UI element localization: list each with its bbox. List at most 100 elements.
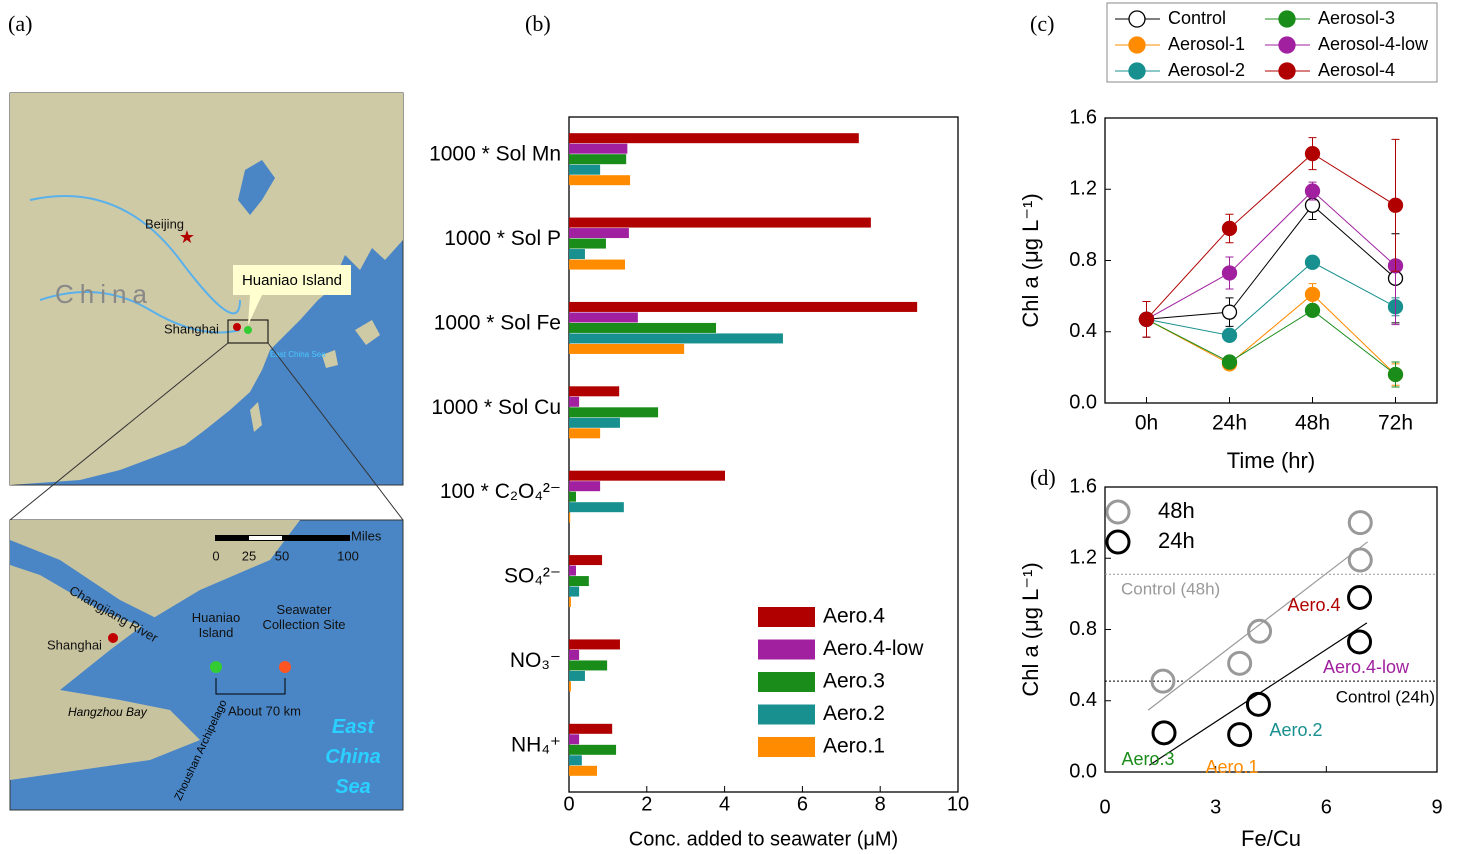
panel-label: (c) bbox=[1030, 11, 1054, 36]
bar bbox=[569, 766, 597, 776]
legend-label: Aerosol-4 bbox=[1318, 60, 1395, 80]
plot-frame bbox=[1105, 118, 1437, 403]
legend-label: Aerosol-1 bbox=[1168, 34, 1245, 54]
bar bbox=[569, 144, 627, 154]
y-tick-label: 0.8 bbox=[1069, 618, 1097, 640]
bar bbox=[569, 333, 783, 343]
legend-swatch bbox=[758, 737, 815, 757]
point bbox=[1223, 355, 1237, 369]
category-label: NH₄⁺ bbox=[511, 733, 561, 756]
fit-line bbox=[1148, 542, 1367, 710]
map-label: 0 bbox=[212, 548, 219, 563]
panel-label: (a) bbox=[8, 11, 32, 36]
bar bbox=[569, 386, 619, 396]
point bbox=[1229, 652, 1251, 674]
legend-marker bbox=[1279, 37, 1295, 53]
legend-label: Aerosol-2 bbox=[1168, 60, 1245, 80]
bar bbox=[569, 133, 859, 143]
legend-marker bbox=[1279, 63, 1295, 79]
legend-label: Aero.4-low bbox=[823, 637, 924, 660]
bar bbox=[569, 555, 602, 565]
point bbox=[1349, 631, 1371, 653]
point-label: Aero.1 bbox=[1205, 757, 1258, 777]
legend-label: 24h bbox=[1158, 528, 1195, 553]
panel-label: (b) bbox=[525, 11, 551, 36]
bar bbox=[569, 650, 579, 660]
page: (a) (b) (c) (d) ★ Beijing China Huaniao … bbox=[0, 0, 1460, 854]
x-axis-label: Time (hr) bbox=[1227, 448, 1315, 473]
legend-label: Aero.2 bbox=[823, 702, 885, 725]
x-tick-label: 0h bbox=[1135, 412, 1158, 435]
bar bbox=[569, 660, 607, 670]
bar bbox=[569, 218, 871, 228]
legend-swatch bbox=[758, 640, 815, 660]
map-label: Seawater Collection Site bbox=[258, 602, 350, 632]
bar bbox=[569, 154, 626, 164]
y-tick-label: 1.6 bbox=[1069, 106, 1097, 128]
y-tick-label: 1.2 bbox=[1069, 178, 1097, 200]
category-label: 100 * C₂O₄²⁻ bbox=[440, 480, 561, 503]
bar bbox=[569, 671, 585, 681]
point bbox=[1223, 266, 1237, 280]
point bbox=[1389, 368, 1403, 382]
x-tick-label: 3 bbox=[1210, 796, 1221, 818]
point bbox=[1140, 312, 1154, 326]
map-label: Huaniao Island bbox=[242, 272, 342, 289]
series-line bbox=[1147, 205, 1396, 319]
bar bbox=[569, 228, 629, 238]
point bbox=[1349, 549, 1371, 571]
map-label: Beijing bbox=[145, 216, 184, 231]
x-axis-label: Fe/Cu bbox=[1241, 826, 1301, 851]
legend-label: Aero.1 bbox=[823, 735, 885, 758]
bar bbox=[569, 312, 638, 322]
bar bbox=[569, 566, 576, 576]
panel-label: (d) bbox=[1030, 465, 1056, 490]
point-label: Aero.4 bbox=[1287, 595, 1340, 615]
map-label: China bbox=[55, 279, 153, 309]
bar bbox=[569, 175, 630, 185]
series-line bbox=[1147, 154, 1396, 320]
point bbox=[1306, 184, 1320, 198]
point-label: Aero.3 bbox=[1121, 749, 1174, 769]
bar bbox=[569, 165, 600, 175]
map-label: 100 bbox=[337, 548, 359, 563]
legend-marker bbox=[1129, 37, 1145, 53]
x-axis-label: Conc. added to seawater (μM) bbox=[629, 828, 898, 850]
y-tick-label: 0.4 bbox=[1069, 320, 1097, 342]
map-label: 25 bbox=[242, 548, 256, 563]
legend-label: Control bbox=[1168, 8, 1226, 28]
bar bbox=[569, 239, 606, 249]
point bbox=[1349, 586, 1371, 608]
series-line bbox=[1147, 310, 1396, 374]
map-label: 50 bbox=[275, 548, 289, 563]
x-tick-label: 9 bbox=[1431, 796, 1442, 818]
point bbox=[1229, 724, 1251, 746]
legend-swatch bbox=[758, 705, 815, 725]
x-tick-label: 6 bbox=[1321, 796, 1332, 818]
y-tick-label: 0.0 bbox=[1069, 760, 1097, 782]
map-label: Huaniao Island bbox=[180, 610, 252, 640]
map-label: Shanghai bbox=[47, 637, 102, 652]
legend-marker bbox=[1129, 63, 1145, 79]
point bbox=[1223, 328, 1237, 342]
y-axis-label: Chl a (μg L⁻¹) bbox=[1018, 193, 1043, 327]
point bbox=[1306, 147, 1320, 161]
bar bbox=[569, 724, 612, 734]
legend-label: 48h bbox=[1158, 498, 1195, 523]
legend-label: Aerosol-3 bbox=[1318, 8, 1395, 28]
bar bbox=[569, 597, 571, 607]
map-label: East China Sea bbox=[318, 712, 388, 802]
series-line bbox=[1147, 191, 1396, 319]
legend-marker bbox=[1279, 11, 1295, 27]
map-main: ★ Beijing China Huaniao Island Shanghai … bbox=[10, 93, 403, 485]
point bbox=[1306, 303, 1320, 317]
legend-swatch bbox=[758, 672, 815, 692]
bar bbox=[569, 471, 725, 481]
map-inset: Miles 0 25 50 100 Changjiang River Shang… bbox=[10, 520, 403, 810]
legend-marker bbox=[1107, 531, 1129, 553]
map-label: About 70 km bbox=[228, 703, 301, 718]
bar bbox=[569, 249, 585, 259]
bar bbox=[569, 344, 684, 354]
bar bbox=[569, 418, 620, 428]
bar bbox=[569, 492, 576, 502]
